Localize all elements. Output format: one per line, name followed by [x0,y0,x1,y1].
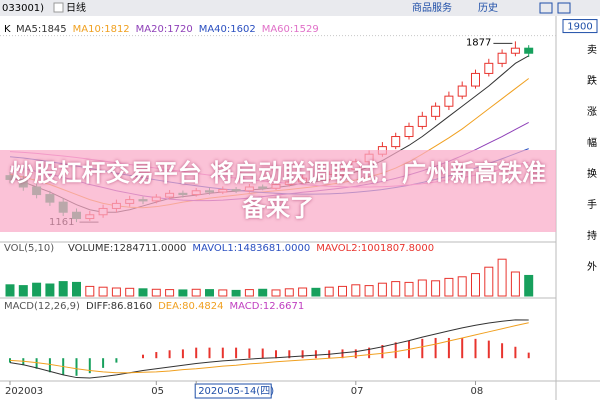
candle-body [444,95,454,107]
volume-bar [457,276,467,297]
volume-bar [244,289,254,297]
volume-bar [510,271,520,297]
volume-bar [417,279,427,297]
y-tick-box [562,19,598,34]
volume-bar [231,289,241,297]
candle-body [431,105,441,117]
volume-bar [404,281,414,297]
candle-body [417,115,427,127]
volume-bar [111,287,121,297]
volume-bar [32,282,42,297]
volume-bar [431,280,441,297]
volume-bar [205,289,214,297]
volume-bar [484,266,494,297]
toolbar [0,0,600,16]
volume-bar [471,273,480,297]
volume-bar [298,287,308,297]
candle-body [497,52,507,64]
candle-body [510,47,520,54]
x-tick-label: 2020-05-14(四) [198,386,274,397]
legend-entry: MA5:1845 [16,24,67,35]
legend-entry: MA20:1720 [136,24,193,35]
toolbar-icon[interactable] [557,2,571,14]
volume-bar [377,282,387,297]
period[interactable]: 日线 [66,1,86,14]
sidebar-label: 幅 [587,136,597,149]
legend-entry: DIFF:86.8160 [86,301,152,312]
panel-title: VOL(5,10) [4,243,54,254]
panel-title: K [4,24,11,35]
x-tick-label: 05 [151,386,164,397]
volume-bar [271,289,281,297]
candle-body [524,47,534,54]
volume-bar [497,258,507,297]
volume-bar [284,288,294,297]
legend-entry: MAVOL2:1001807.8000 [316,243,434,254]
volume-bar [85,285,95,297]
sidebar-label: 持 [587,229,597,242]
x-tick-label: 202003 [5,386,43,397]
volume-bar [258,288,268,297]
legend-entry: MA40:1602 [199,24,256,35]
volume-bar [351,284,361,297]
checkbox[interactable] [53,2,64,13]
candle-body [404,125,414,138]
volume-bar [218,289,228,297]
candle-body [391,136,401,148]
volume-bar [18,285,28,297]
sidebar-label: 外 [587,261,597,273]
toolbar-icon[interactable] [539,2,553,14]
legend-entry: MA10:1812 [73,24,130,35]
volume-bar [98,286,108,297]
legend-entry: VOLUME:1284711.0000 [68,243,186,254]
volume-bar [125,287,135,297]
cursor-box [194,383,272,399]
candle-body [471,72,480,87]
toolbar-link[interactable]: 商品服务 [412,1,452,14]
volume-bar [178,289,188,297]
sidebar-label: 涨 [587,106,597,118]
volume-bar [191,288,201,297]
sidebar-label: 卖 [587,44,597,56]
volume-bar [58,281,68,297]
volume-bar [338,285,347,297]
candle-body [457,85,467,97]
volume-bar [138,288,148,297]
volume-bar [364,285,374,297]
volume-bar [391,281,401,297]
legend-entry: DEA:80.4824 [158,301,223,312]
series-line [9,322,529,374]
headline: 炒股杠杆交易平台 将启动联调联试！广州新高铁准备来了 [9,159,547,222]
volume-bar [72,281,81,297]
sidebar-label: 换 [587,167,597,180]
x-tick-label: 07 [351,386,364,397]
volume-bar [45,283,55,297]
toolbar-link[interactable]: 历史 [478,2,498,14]
volume-bar [5,284,15,297]
headline-band: 炒股杠杆交易平台 将启动联调联试！广州新高铁准备来了 [0,150,556,232]
legend-entry: MACD:12.6671 [230,301,305,312]
candle-body [484,62,494,74]
legend-entry: MAVOL1:1483681.0000 [192,243,310,254]
panel-title: MACD(12,26,9) [4,301,80,312]
series-line [9,319,529,379]
sidebar-label: 手 [587,198,597,211]
volume-bar [165,289,175,297]
volume-bar [524,274,534,297]
legend-entry: MA60:1529 [262,24,319,35]
stock-code: 033001) [2,3,44,14]
volume-bar [324,286,334,297]
volume-bar [151,288,161,297]
y-tick-label: 1900 [567,22,592,33]
sidebar-label: 跌 [587,74,597,87]
volume-bar [444,277,454,297]
x-tick-label: 08 [471,386,484,397]
annotation: 1877 [466,37,491,48]
volume-bar [311,287,321,297]
